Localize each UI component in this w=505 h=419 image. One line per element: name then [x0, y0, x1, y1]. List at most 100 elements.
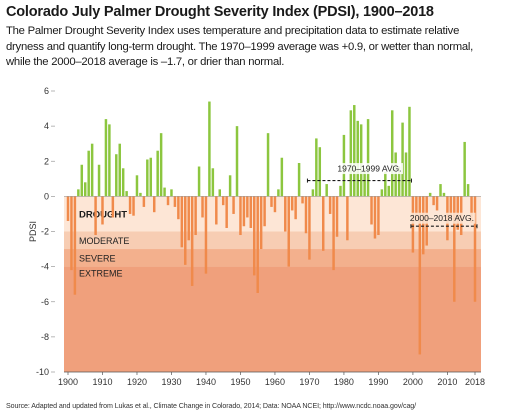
band-extreme	[64, 266, 481, 372]
bar-1966	[294, 196, 297, 220]
bar-2011	[449, 196, 453, 220]
bar-1979	[339, 185, 342, 197]
bar-1971	[311, 189, 315, 197]
bar-1904	[80, 164, 84, 197]
chart-description: The Palmer Drought Severity Index uses t…	[6, 25, 474, 68]
bar-1981	[346, 196, 349, 241]
bar-1950	[239, 196, 242, 236]
bar-2017	[470, 196, 473, 223]
bar-1997	[401, 122, 404, 197]
bar-1915	[118, 143, 121, 197]
bar-1906	[87, 150, 90, 197]
x-tick-label: 1990	[368, 377, 388, 387]
bar-1969	[304, 196, 308, 234]
bar-1990	[377, 196, 380, 236]
bar-1905	[84, 182, 87, 197]
bar-1963	[284, 196, 287, 232]
bar-1920	[135, 175, 139, 197]
y-tick-label: 0	[44, 191, 49, 201]
bar-1925	[152, 196, 156, 213]
bar-1907	[90, 143, 94, 197]
bar-1927	[159, 133, 163, 197]
bar-2001	[415, 196, 418, 221]
bar-2006	[432, 196, 435, 206]
bar-1910	[101, 196, 104, 225]
bar-1993	[387, 185, 391, 197]
x-tick-label: 1980	[334, 377, 354, 387]
bar-1939	[201, 196, 204, 218]
x-tick-label: 2010	[437, 377, 457, 387]
x-tick-label: 2018	[465, 377, 485, 387]
pdsi-bars	[66, 101, 477, 355]
bar-1978	[335, 196, 339, 237]
bar-1986	[363, 168, 366, 197]
bar-1908	[94, 196, 97, 236]
bar-1943	[215, 196, 218, 225]
bar-1935	[187, 196, 190, 241]
bar-1936	[190, 196, 194, 286]
x-tick-label: 1970	[299, 377, 319, 387]
bar-1995	[394, 152, 397, 197]
y-tick-label: -8	[41, 332, 49, 342]
bar-1941	[208, 101, 211, 197]
bar-2002	[418, 196, 422, 355]
x-tick-label: 1930	[161, 377, 181, 387]
bar-1947	[228, 175, 232, 197]
y-axis-label: PDSI	[28, 221, 38, 242]
bar-1961	[277, 189, 280, 197]
bar-1913	[111, 196, 115, 218]
bar-1933	[180, 196, 184, 248]
bar-2007	[435, 196, 439, 211]
bar-1942	[211, 168, 215, 197]
bar-1911	[104, 119, 108, 197]
x-tick-label: 2000	[403, 377, 423, 387]
bar-1976	[328, 196, 332, 214]
bar-1912	[108, 124, 111, 197]
y-tick-label: -4	[41, 262, 49, 272]
bar-1914	[115, 154, 118, 197]
bar-1930	[170, 189, 173, 197]
avg-label-2000-2018: 2000–2018 AVG.	[410, 213, 474, 223]
bar-2012	[453, 196, 456, 302]
bar-1923	[146, 159, 149, 197]
average-annotations: 1970–1999 AVG. 2000–2018 AVG.	[306, 163, 478, 229]
bar-1945	[221, 196, 225, 206]
bar-2009	[442, 192, 446, 197]
bar-1900	[66, 196, 70, 221]
bar-1924	[149, 157, 153, 197]
bar-1965	[290, 196, 294, 211]
bar-1975	[325, 184, 328, 197]
bar-1974	[322, 196, 325, 251]
bar-1972	[315, 138, 318, 197]
bar-1956	[259, 196, 263, 250]
bar-1951	[242, 196, 246, 227]
bar-1949	[235, 126, 239, 197]
bar-1952	[246, 196, 249, 218]
x-tick-label: 1920	[127, 377, 147, 387]
axes: 6 4 2 0 -2 -4 -6 -8 -10 PDSI 1900 1910 1920 1930 1940 1…	[28, 86, 485, 387]
bar-1948	[232, 196, 235, 214]
bar-1916	[121, 168, 125, 197]
source-note: Source: Adapted and updated from Lukas e…	[6, 402, 417, 410]
bar-1960	[273, 196, 277, 213]
bar-1992	[384, 171, 387, 197]
y-tick-label: -2	[41, 227, 49, 237]
x-tick-label: 1910	[92, 377, 112, 387]
bar-1957	[263, 196, 266, 227]
avg-label-background	[408, 212, 476, 224]
bar-1909	[97, 164, 101, 197]
bar-2008	[439, 184, 442, 197]
x-tick-label: 1960	[265, 377, 285, 387]
bar-1996	[397, 166, 401, 197]
y-tick-label: -6	[41, 297, 49, 307]
bar-1937	[194, 196, 197, 236]
bar-2016	[466, 184, 470, 197]
bar-2005	[428, 192, 432, 197]
bar-1955	[256, 196, 259, 293]
bar-1918	[128, 196, 132, 214]
chart-title: Colorado July Palmer Drought Severity In…	[6, 4, 434, 20]
bar-1954	[253, 196, 256, 276]
x-tick-label: 1940	[196, 377, 216, 387]
bar-1988	[370, 196, 373, 225]
